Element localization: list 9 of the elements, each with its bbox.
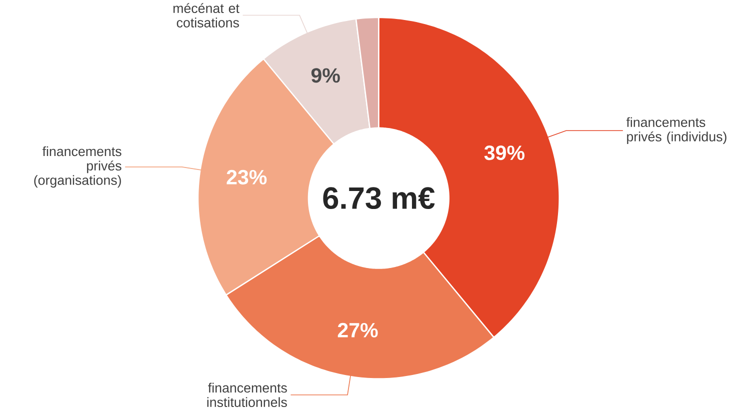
data-label: 39% bbox=[484, 145, 524, 160]
data-label: 23% bbox=[226, 170, 267, 184]
slice-label: financements privés (individus) bbox=[626, 117, 726, 144]
data-label: 9% bbox=[311, 68, 340, 83]
slice-label: mécénat et cotisations bbox=[173, 3, 240, 28]
slice-label: financements privés (organisations) bbox=[34, 146, 122, 188]
slice-label: financements institutionnels bbox=[207, 382, 287, 407]
data-label: 27% bbox=[338, 322, 378, 338]
text: 6.73 m€ bbox=[323, 187, 435, 210]
